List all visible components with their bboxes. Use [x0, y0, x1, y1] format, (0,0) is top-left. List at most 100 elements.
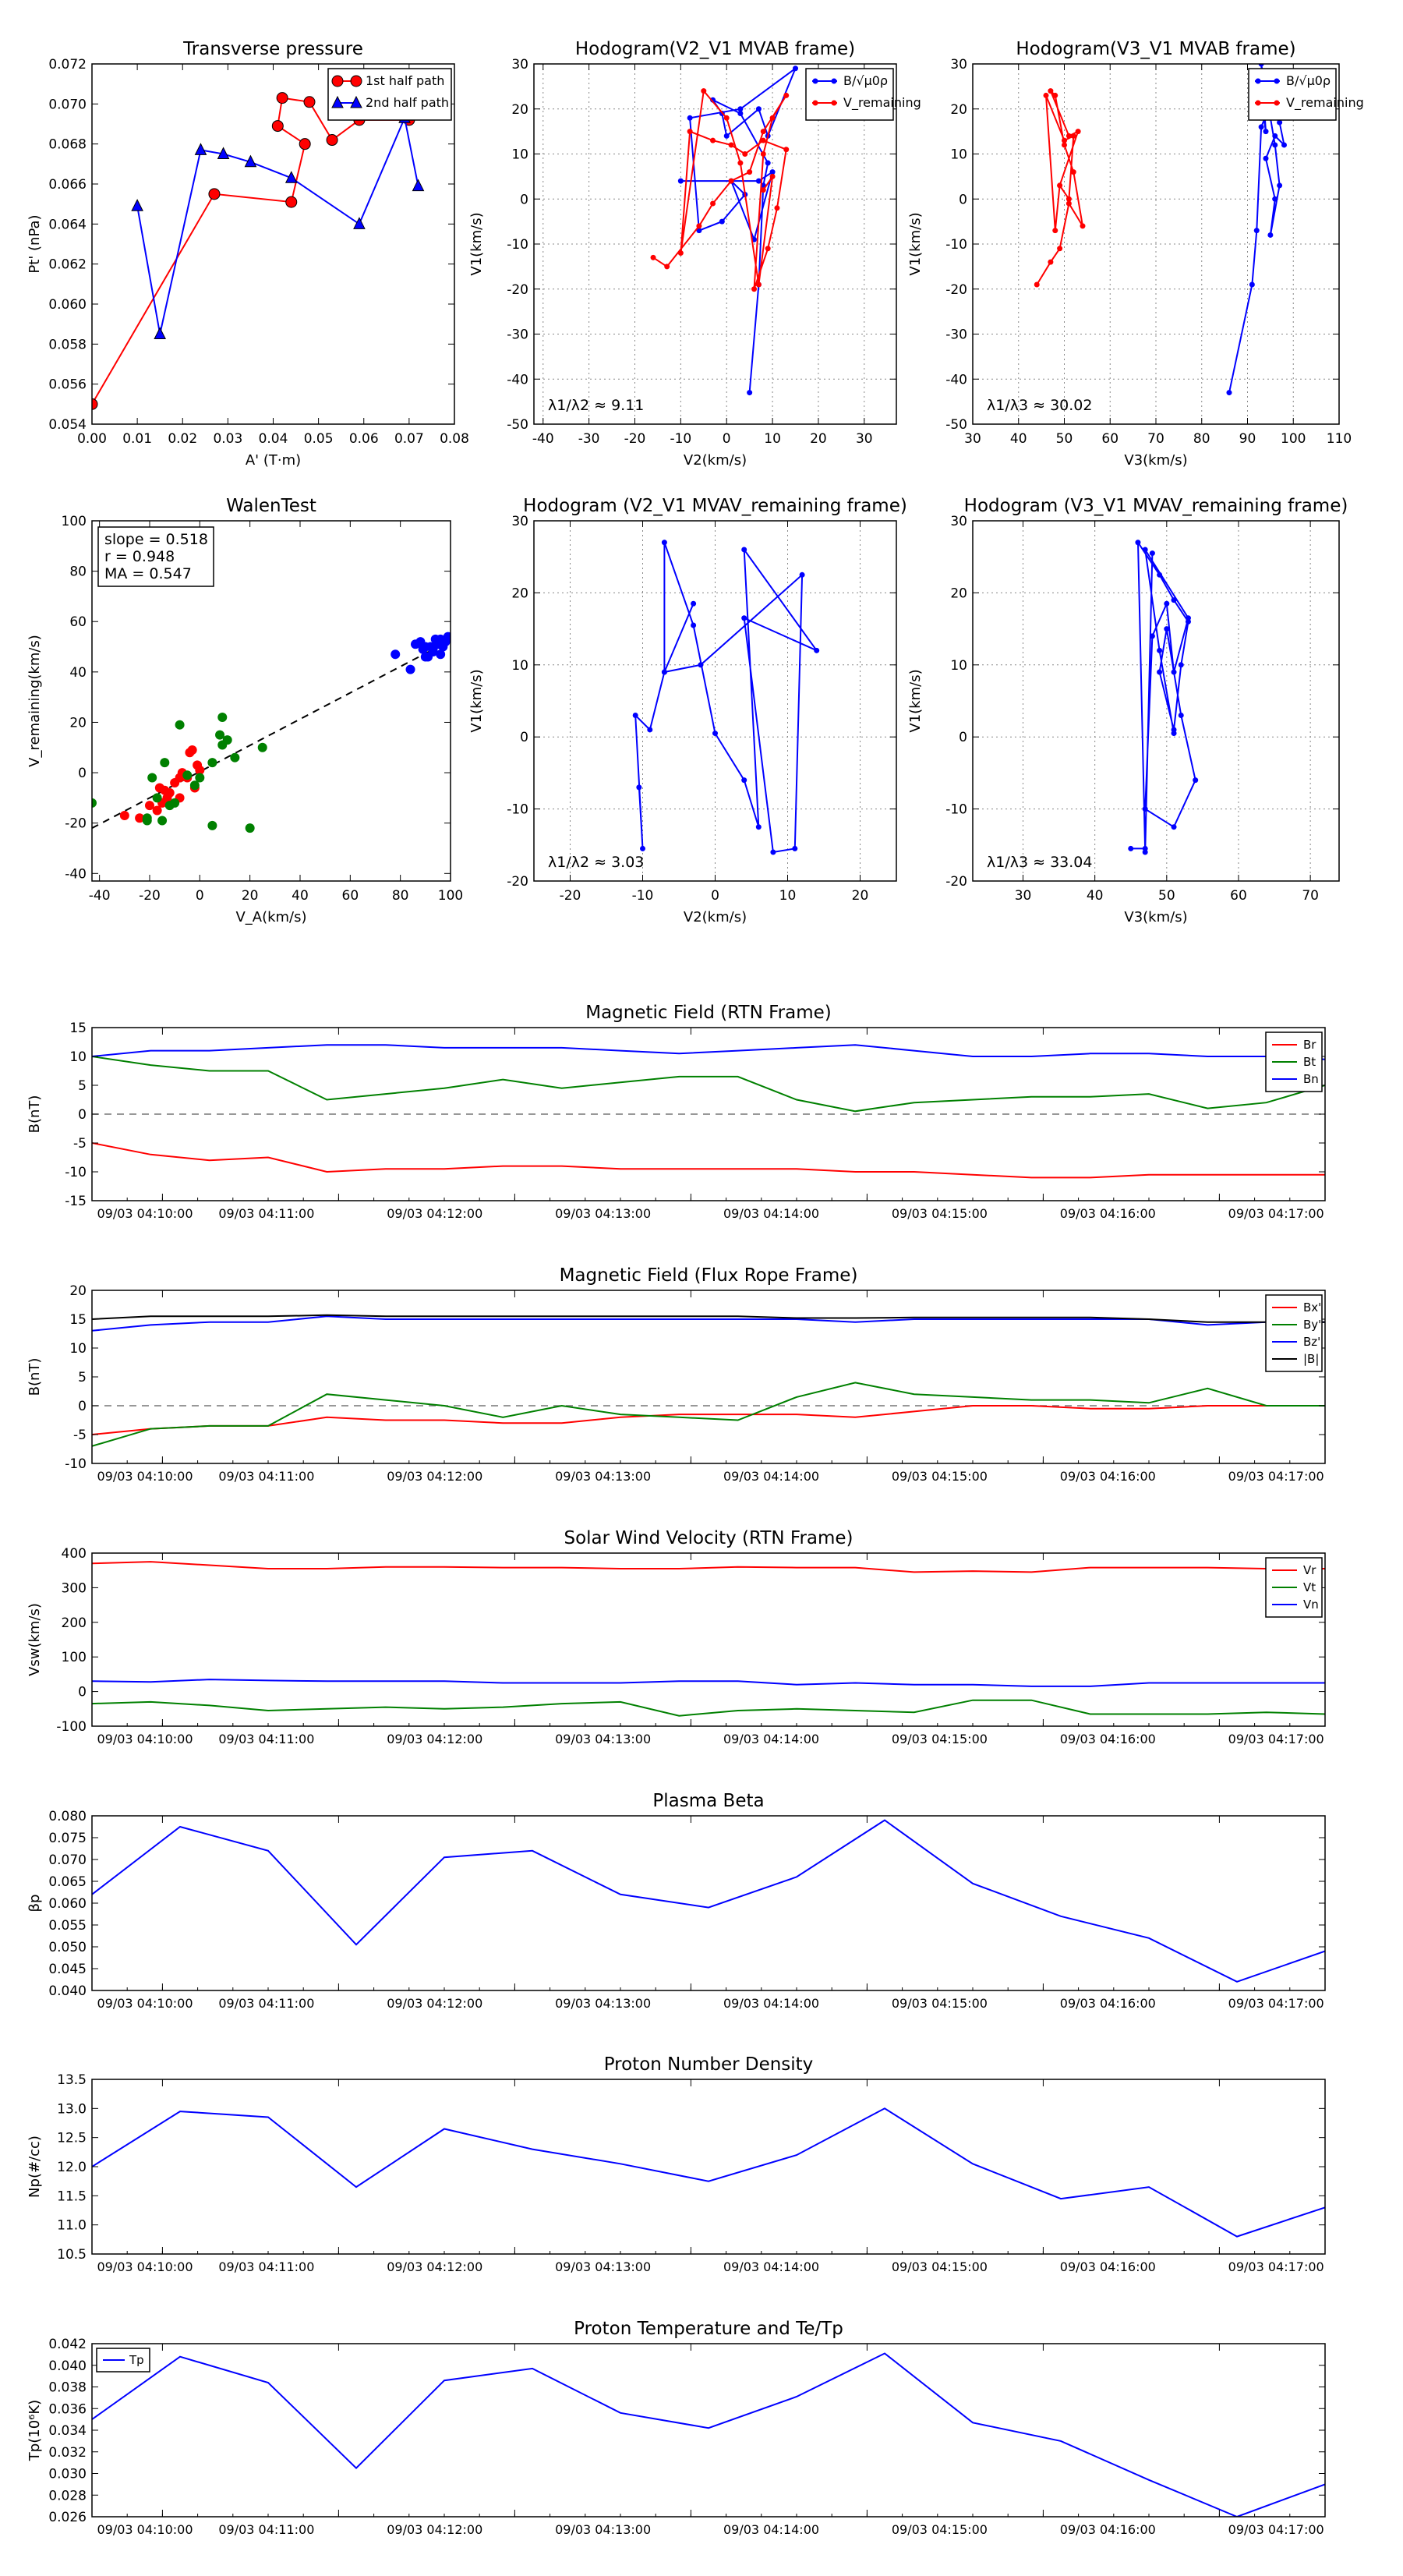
data-point	[436, 649, 446, 660]
data-point	[755, 824, 762, 830]
legend-label: Bn	[1303, 1072, 1319, 1086]
data-point	[92, 398, 98, 410]
series-Bz'	[92, 1315, 1325, 1332]
x-tick-label: -40	[89, 888, 111, 904]
x-tick-label: 0.01	[122, 431, 152, 447]
x-tick-label: 0.00	[77, 431, 107, 447]
y-tick-label: 0.030	[48, 2467, 87, 2482]
x-axis-label: V2(km/s)	[684, 452, 747, 469]
ratio-annotation: λ1/λ2 ≈ 9.11	[548, 397, 644, 414]
y-tick-label: 0.066	[48, 177, 87, 193]
data-point	[640, 845, 645, 851]
data-point	[698, 662, 704, 668]
y-tick-label: 12.5	[57, 2131, 87, 2146]
data-point	[737, 111, 744, 117]
data-point	[755, 281, 762, 288]
x-tick-label: 30	[856, 431, 873, 447]
data-point	[154, 783, 164, 793]
y-tick-label: 0	[78, 1107, 87, 1123]
series-line	[92, 1679, 1325, 1687]
y-tick-label: 0.060	[48, 297, 87, 313]
x-tick-label: -20	[560, 888, 581, 904]
y-tick-label: -10	[945, 802, 967, 818]
x-tick-label: 09/03 04:17:00	[1228, 1206, 1324, 1221]
y-tick-label: 400	[62, 1546, 87, 1562]
series-line	[92, 1044, 1325, 1060]
legend-label: |B|	[1303, 1352, 1319, 1366]
x-tick-label: 09/03 04:10:00	[97, 2259, 193, 2274]
data-point	[1135, 540, 1141, 546]
x-tick-label: 09/03 04:10:00	[97, 2522, 193, 2537]
data-point	[647, 727, 653, 733]
series-line	[92, 97, 409, 405]
series-V	[1128, 540, 1199, 855]
data-point	[1062, 142, 1067, 148]
data-point	[760, 137, 766, 143]
y-tick-label: -10	[65, 1456, 87, 1472]
x-tick-label: -10	[632, 888, 654, 904]
chart-proton_temperature: Proton Temperature and Te/Tp 0.026 0.028 0.…	[27, 2319, 1326, 2537]
data-point	[701, 88, 707, 94]
y-tick-label: 20	[950, 586, 967, 601]
x-tick-label: 09/03 04:15:00	[892, 1732, 988, 1746]
data-point	[244, 154, 257, 168]
data-point	[1057, 182, 1063, 189]
x-tick-label: 09/03 04:10:00	[97, 1469, 193, 1484]
y-tick-label: 15	[69, 1312, 87, 1328]
x-tick-label: 100	[1281, 431, 1306, 447]
data-point	[755, 106, 762, 112]
y-tick-label: 0	[78, 1685, 87, 1700]
data-point	[728, 142, 734, 148]
data-point	[1075, 129, 1081, 135]
legend-marker	[812, 78, 818, 84]
data-point	[1258, 64, 1264, 67]
y-axis-label: V1(km/s)	[907, 212, 924, 275]
x-tick-label: 09/03 04:14:00	[723, 1732, 819, 1746]
series-line	[136, 115, 419, 334]
data-point	[1149, 633, 1155, 639]
x-tick-label: 0.03	[213, 431, 242, 447]
data-point	[770, 849, 776, 855]
y-tick-label: -15	[65, 1194, 87, 1209]
y-tick-label: 10	[511, 658, 528, 674]
data-point	[691, 600, 697, 607]
y-axis-label: V1(km/s)	[468, 212, 485, 275]
x-tick-label: 80	[1193, 431, 1210, 447]
chart-title: Hodogram(V2_V1 MVAB frame)	[575, 39, 855, 59]
data-point	[175, 720, 185, 730]
x-axis-label: V3(km/s)	[1124, 909, 1187, 925]
legend-marker	[1255, 78, 1261, 84]
y-tick-label: 0.026	[48, 2510, 87, 2525]
series-2nd half path	[131, 111, 425, 339]
y-tick-label: 200	[62, 1615, 87, 1631]
y-tick-label: 300	[62, 1580, 87, 1596]
chart-magnetic_field_rtn: Magnetic Field (RTN Frame) -15 -10 -5 0 5 10 15…	[27, 1003, 1326, 1221]
series-βp	[92, 1819, 1325, 1983]
y-axis-label: B(nT)	[27, 1095, 43, 1134]
data-point	[217, 147, 230, 159]
series-blue	[391, 632, 451, 674]
legend-box	[327, 68, 452, 121]
y-tick-label: 0	[959, 192, 967, 207]
y-tick-label: 60	[69, 614, 87, 630]
x-tick-label: 09/03 04:10:00	[97, 1206, 193, 1221]
series-line	[92, 1056, 1325, 1113]
data-point	[276, 92, 288, 104]
series-line	[92, 1142, 1325, 1179]
y-tick-label: 0.064	[48, 217, 87, 232]
chart-title: Proton Temperature and Te/Tp	[574, 2319, 843, 2339]
series-Tp	[92, 2352, 1325, 2517]
data-point	[737, 160, 744, 166]
chart-title: Hodogram (V2_V1 MVAV_remaining frame)	[523, 496, 907, 516]
data-point	[1272, 196, 1278, 202]
data-point	[728, 178, 734, 184]
data-point	[1157, 647, 1163, 653]
x-tick-label: 09/03 04:17:00	[1228, 2259, 1324, 2274]
data-point	[765, 246, 771, 252]
series-line	[92, 2352, 1325, 2517]
x-tick-label: 110	[1327, 431, 1352, 447]
y-tick-label: 0.080	[48, 1809, 87, 1824]
y-tick-label: 20	[950, 102, 967, 118]
data-point	[303, 96, 316, 108]
